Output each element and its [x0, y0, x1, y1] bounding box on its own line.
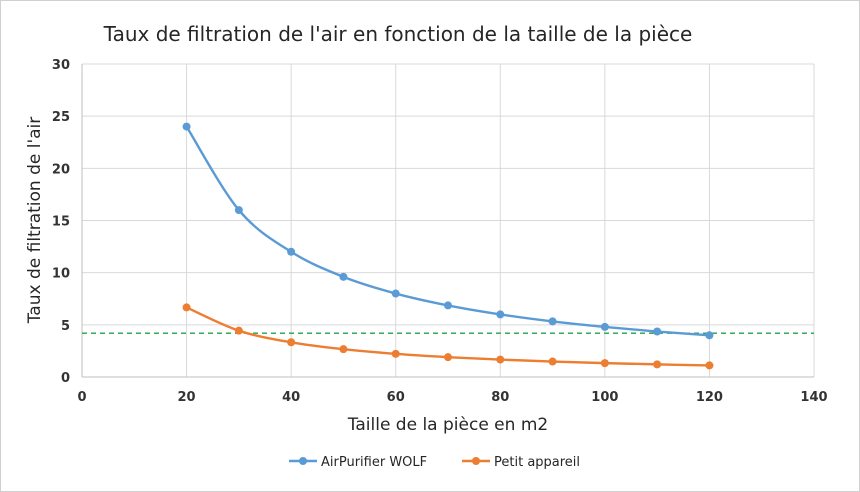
y-axis-label: Taux de filtration de l'air [25, 117, 45, 325]
y-tick-label: 10 [52, 267, 70, 282]
series-group [182, 122, 714, 370]
legend-marker [472, 457, 480, 465]
y-tick-label: 5 [61, 319, 70, 334]
x-tick-label: 80 [491, 390, 509, 405]
data-point [600, 359, 609, 368]
axes [81, 64, 814, 378]
data-point [287, 338, 296, 347]
legend-marker [299, 457, 307, 465]
legend-label: Petit appareil [494, 455, 580, 470]
data-point [705, 361, 714, 370]
data-point [496, 310, 505, 319]
y-tick-label: 25 [52, 110, 70, 125]
x-tick-label: 40 [282, 390, 300, 405]
data-point [496, 355, 505, 364]
data-point [653, 360, 662, 369]
y-tick-label: 15 [52, 215, 70, 230]
data-point [339, 345, 348, 354]
x-tick-label: 0 [77, 390, 86, 405]
data-point [600, 322, 609, 331]
legend: AirPurifier WOLF Petit appareil [289, 455, 580, 470]
y-tick-label: 30 [52, 58, 70, 73]
data-point [653, 327, 662, 336]
chart-title: Taux de filtration de l'air en fonction … [103, 22, 693, 46]
x-tick-label: 140 [800, 390, 827, 405]
data-point [548, 317, 557, 326]
legend-label: AirPurifier WOLF [321, 455, 427, 470]
data-point [339, 272, 348, 281]
data-point [234, 206, 243, 215]
data-point [444, 301, 452, 310]
y-tick-label: 0 [61, 371, 70, 386]
x-tick-label: 100 [591, 390, 618, 405]
data-point [391, 349, 400, 358]
x-axis-label: Taille de la pièce en m2 [347, 415, 548, 435]
data-point [182, 122, 191, 131]
data-point [182, 303, 191, 312]
data-point [391, 289, 400, 298]
y-tick-label: 20 [52, 162, 70, 177]
x-tick-label: 60 [387, 390, 405, 405]
data-point [705, 331, 714, 340]
data-point [548, 357, 557, 366]
x-tick-label: 20 [178, 390, 196, 405]
data-point [287, 247, 296, 256]
tick-labels: 0 5 10 15 20 25 30 0 20 40 60 80 100 120 140 [52, 58, 828, 405]
x-tick-label: 120 [696, 390, 723, 405]
gridlines [82, 63, 815, 377]
data-point [444, 353, 452, 362]
data-point [234, 326, 243, 335]
